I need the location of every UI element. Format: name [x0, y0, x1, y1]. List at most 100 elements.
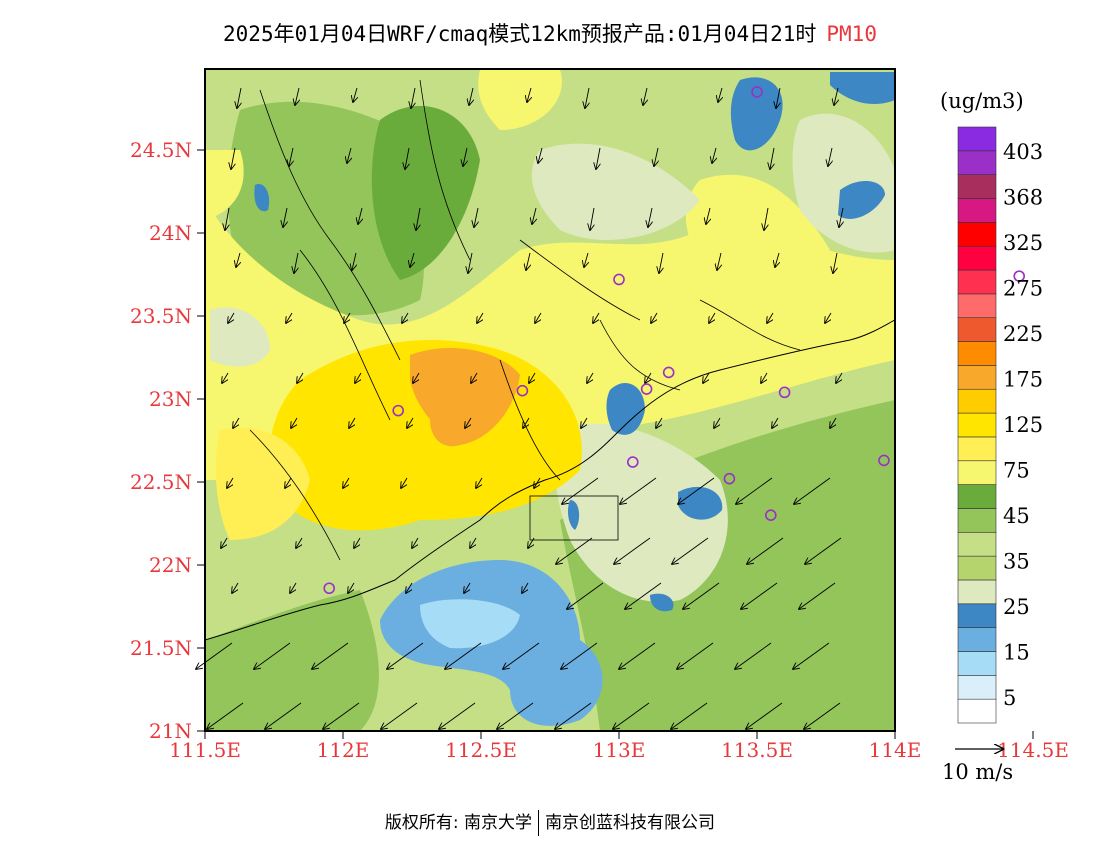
wind-vector: [286, 312, 293, 323]
wind-vector: [402, 312, 409, 323]
wind-vector: [297, 372, 304, 383]
longitude-axis: 111.5E112E112.5E113E113.5E114E114.5E115E…: [169, 731, 1069, 762]
wind-vector: [590, 207, 594, 230]
wind-vector: [236, 252, 240, 267]
colorbar-label: 368: [1003, 186, 1043, 210]
field-small-blue-2: [650, 593, 674, 612]
wind-vector: [534, 477, 541, 488]
wind-vector: [233, 417, 240, 428]
latitude-axis: 24.5N 24N 23.5N 23N 22.5N 22N 21.5N 21N: [130, 138, 205, 743]
wind-vector: [828, 147, 832, 166]
colorbar: (ug/m3) 403 368 325 275 225 175 125 75 45 35 25 15 5: [940, 89, 1043, 724]
lat-label: 24N: [149, 221, 192, 245]
wind-vector: [283, 207, 287, 227]
wind-vector: [231, 147, 235, 169]
wind-vector: [522, 582, 529, 593]
footer-left: 版权所有: 南京大学: [384, 813, 533, 833]
wind-vector: [227, 477, 234, 488]
wind-vector: [355, 372, 362, 383]
field-sea-lightblue: [420, 599, 520, 649]
wind-vector: [793, 642, 830, 669]
colorbar-swatch: [957, 627, 997, 652]
footer-separator: [538, 810, 540, 836]
wind-vector: [651, 312, 658, 323]
wind-vector: [735, 642, 772, 669]
wind-vector: [469, 87, 473, 105]
wind-vector: [772, 417, 779, 428]
footer-right: 南京创蓝科技有限公司: [545, 813, 716, 833]
lon-label: 113.5E: [721, 738, 793, 762]
title-pollutant: PM10: [826, 22, 877, 46]
field-nw-blue: [254, 184, 270, 212]
wind-vector: [294, 252, 298, 273]
wind-vector: [296, 537, 303, 548]
wind-vector: [476, 477, 483, 488]
wind-legend: 10 m/s: [942, 749, 1013, 784]
wind-vector: [526, 252, 530, 270]
wind-vector: [584, 252, 588, 267]
wind-vector: [648, 207, 652, 227]
wind-vector: [643, 87, 647, 105]
wind-vector: [196, 642, 233, 669]
wind-vector: [671, 702, 708, 729]
field-n-pale: [531, 143, 700, 240]
station-marker: [516, 384, 529, 397]
station-marker: [778, 386, 791, 399]
wind-vector: [593, 312, 600, 323]
lat-label: 21.5N: [130, 636, 192, 660]
lon-label: 113E: [593, 738, 646, 762]
colorbar-label: 45: [1003, 504, 1030, 528]
wind-vector: [353, 87, 357, 102]
wind-vector: [354, 537, 361, 548]
field-ne-yellow: [685, 174, 830, 269]
wind-vector: [834, 87, 838, 105]
wind-vector: [714, 417, 721, 428]
colorbar-swatch: [957, 436, 997, 462]
wind-vector: [683, 582, 720, 609]
wind-vector: [830, 417, 837, 428]
field-ne-blue-2: [838, 180, 885, 219]
colorbar-swatch: [957, 484, 997, 509]
wind-vector: [503, 642, 540, 669]
wind-vector: [416, 207, 420, 230]
wind-vector: [352, 252, 356, 270]
wind-vector: [237, 87, 241, 108]
wind-vector: [401, 477, 408, 488]
wind-vector: [312, 642, 349, 669]
wind-vector: [290, 582, 297, 593]
colorbar-label: 125: [1003, 413, 1043, 437]
wind-vector: [654, 147, 658, 166]
colorbar-swatch: [957, 388, 997, 414]
colorbar-label: 15: [1003, 641, 1030, 665]
station-marker: [1013, 270, 1026, 282]
colorbar-swatch: [957, 269, 997, 295]
wind-vector: [709, 312, 716, 323]
wind-vector: [265, 702, 302, 729]
wind-vector: [561, 642, 598, 669]
wind-vector: [764, 207, 768, 230]
wind-vector: [736, 477, 773, 504]
wind-vector: [228, 312, 235, 323]
wind-vector: [468, 252, 472, 273]
station-marker: [640, 383, 653, 395]
wind-vector: [381, 702, 418, 729]
wind-vector: [349, 417, 356, 428]
colorbar-swatch: [957, 412, 997, 438]
wind-vector: [465, 417, 472, 428]
colorbar-swatch: [957, 579, 997, 605]
colorbar-swatch: [957, 174, 997, 199]
wind-vector: [825, 312, 832, 323]
colorbar-label: 325: [1003, 231, 1043, 255]
wind-vector: [406, 582, 413, 593]
station-marker: [626, 456, 639, 468]
wind-vector: [254, 642, 291, 669]
lat-label: 21N: [149, 719, 192, 743]
hk-boundary: [529, 495, 619, 541]
map-title: 2025年01月04日WRF/cmaq模式12km预报产品:01月04日21时 P…: [0, 18, 1100, 48]
colorbar-label: 25: [1003, 595, 1030, 619]
wind-vector: [741, 582, 778, 609]
colorbar-swatch: [957, 365, 997, 390]
wind-vector: [291, 417, 298, 428]
field-w-yellow: [215, 427, 310, 540]
